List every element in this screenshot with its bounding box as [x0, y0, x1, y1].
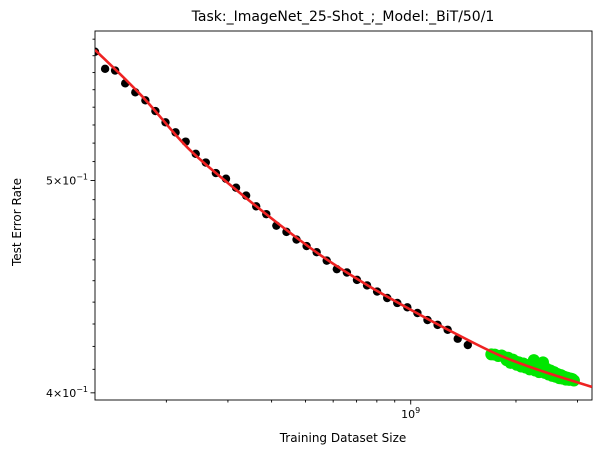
train-point — [171, 128, 180, 137]
x-tick-label: 109 — [401, 406, 420, 421]
y-tick-label: 5×10−1 — [46, 172, 88, 187]
train-point — [100, 64, 110, 74]
fit-line — [95, 48, 592, 389]
axes-frame — [94, 30, 593, 401]
plot-area — [94, 30, 593, 401]
y-axis-label: Test Error Rate — [10, 178, 24, 267]
chart-title: Task:_ImageNet_25-Shot_;_Model:_BiT/50/1 — [191, 9, 495, 25]
axis-ticks: 109 5×10−1 4×10−1 — [46, 38, 578, 421]
train-point — [463, 340, 473, 350]
y-tick-label: 4×10−1 — [46, 385, 88, 400]
data-marks — [95, 47, 592, 389]
x-axis-label: Training Dataset Size — [279, 431, 407, 445]
train-point — [231, 183, 241, 192]
